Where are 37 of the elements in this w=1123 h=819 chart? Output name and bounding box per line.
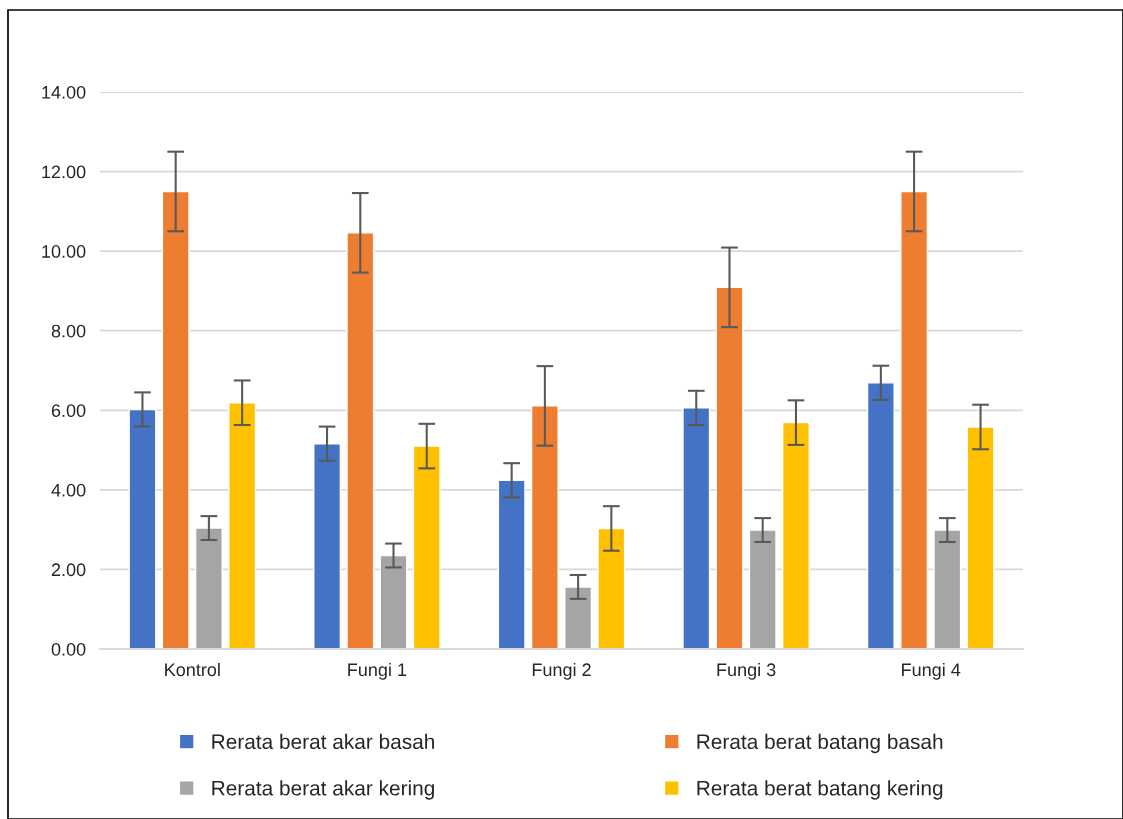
legend-label: Rerata berat batang kering xyxy=(697,780,943,800)
bar xyxy=(313,443,342,649)
bar xyxy=(748,529,777,649)
x-tick-label: Fungi 1 xyxy=(348,662,407,680)
bar xyxy=(597,527,626,649)
x-tick-label: Fungi 2 xyxy=(532,662,591,680)
bar xyxy=(346,232,375,649)
y-tick-label: 14.00 xyxy=(42,85,86,99)
bar xyxy=(866,382,895,649)
bar xyxy=(682,407,711,649)
y-tick-label: 10.00 xyxy=(42,245,86,258)
bar xyxy=(194,527,223,649)
y-tick-label: 12.00 xyxy=(42,165,86,179)
bar xyxy=(933,529,962,649)
legend-label: Rerata berat batang basah xyxy=(697,733,943,754)
bar xyxy=(379,554,408,649)
bar xyxy=(564,586,593,649)
bar xyxy=(781,421,810,649)
bar xyxy=(966,426,995,649)
bar xyxy=(412,445,441,649)
x-tick-label: Kontrol xyxy=(165,662,220,677)
legend-label: Rerata berat akar basah xyxy=(212,733,434,750)
bar xyxy=(128,408,157,649)
y-tick-label: 6.00 xyxy=(51,404,86,418)
y-tick-label: 2.00 xyxy=(51,563,86,577)
y-tick-label: 4.00 xyxy=(51,483,86,497)
x-tick-label: Fungi 4 xyxy=(902,662,961,680)
bar xyxy=(228,402,257,649)
x-tick-label: Fungi 3 xyxy=(717,662,776,680)
bar xyxy=(530,405,559,649)
y-tick-label: 8.00 xyxy=(51,324,86,338)
bar xyxy=(497,479,526,649)
legend-label: Rerata berat akar kering xyxy=(212,780,434,800)
bar xyxy=(900,190,929,649)
bar xyxy=(161,190,190,649)
y-tick-label: 0.00 xyxy=(51,642,86,656)
bar xyxy=(715,286,744,649)
